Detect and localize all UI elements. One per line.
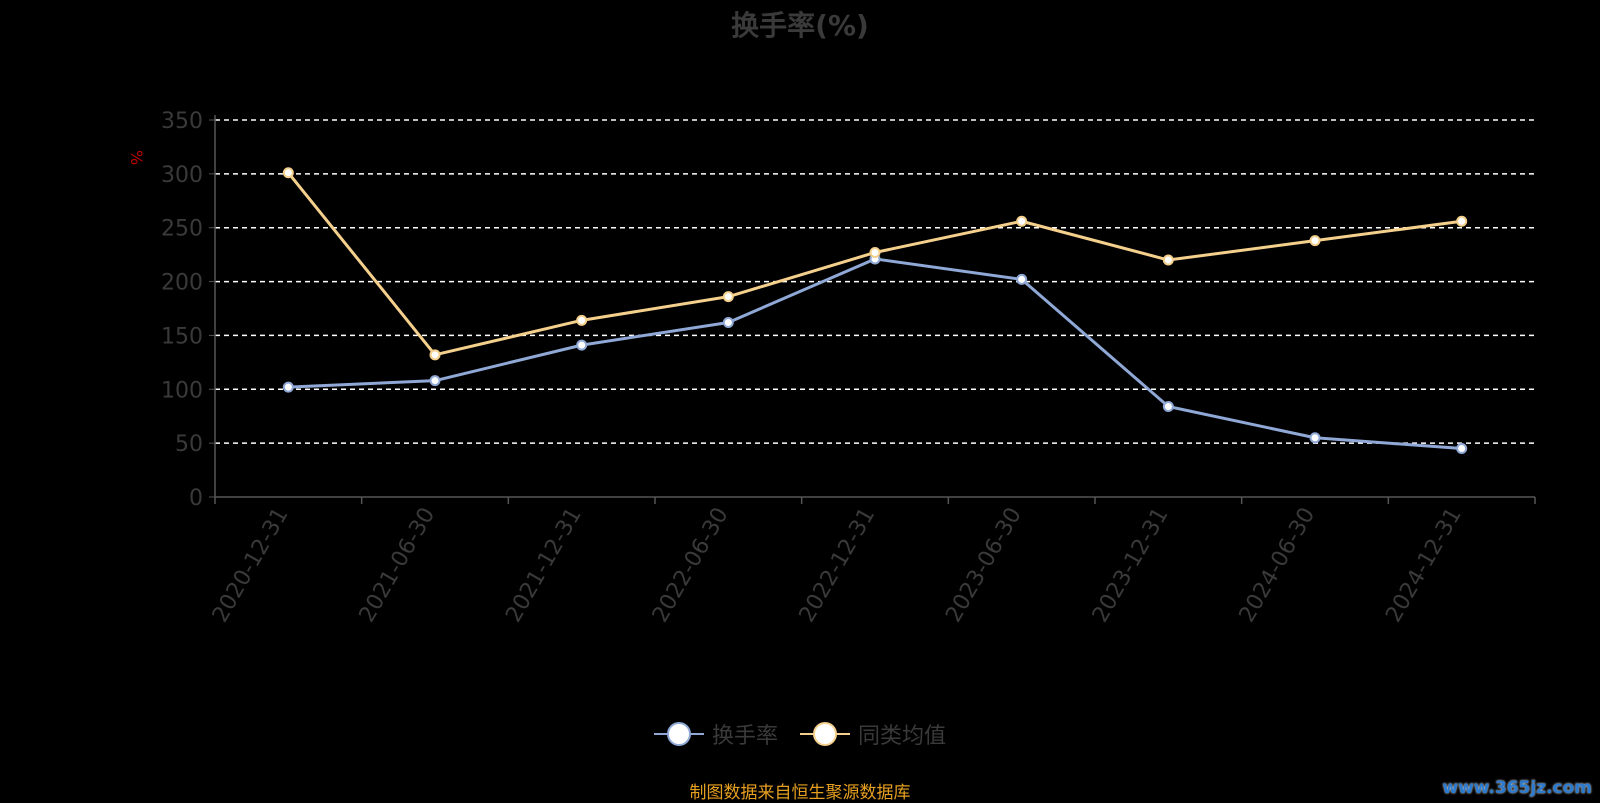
x-axis-ticks: 2020-12-31 2021-06-30 2021-12-31 2022-06-30… xyxy=(208,497,1536,627)
x-tick-label: 2020-12-31 xyxy=(208,504,294,627)
series-1-point xyxy=(1456,215,1468,227)
series-0-point xyxy=(1309,432,1321,444)
series-0-point xyxy=(1016,273,1028,285)
y-tick-label: 50 xyxy=(175,432,203,457)
grid-lines xyxy=(215,119,1535,444)
chart-title: 换手率(%) xyxy=(731,9,869,42)
legend-swatch-turnover xyxy=(653,722,704,746)
watermark: www.365jz.com xyxy=(1442,778,1592,798)
series-1-point xyxy=(1016,215,1028,227)
y-tick-label: 350 xyxy=(161,109,203,134)
y-tick-label: 150 xyxy=(161,324,203,349)
legend-label-turnover: 换手率 xyxy=(711,724,778,749)
y-axis-ticks: 0 50 100 150 200 250 300 350 xyxy=(161,109,215,511)
x-tick-label: 2022-12-31 xyxy=(795,504,881,627)
legend: 换手率 同类均值 xyxy=(0,718,1600,750)
series-0-point xyxy=(429,375,441,387)
series-1-point xyxy=(1309,235,1321,247)
series-0-point xyxy=(576,339,588,351)
series-0-point xyxy=(282,381,294,393)
y-tick-label: 250 xyxy=(161,217,203,242)
y-tick-label: 0 xyxy=(189,486,203,511)
legend-item-peer-average[interactable]: 同类均值 xyxy=(800,718,946,750)
series-1-point xyxy=(576,314,588,326)
y-tick-label: 200 xyxy=(161,271,203,296)
x-tick-label: 2023-06-30 xyxy=(941,504,1027,627)
series-1-point xyxy=(869,246,881,258)
y-tick-label: 100 xyxy=(161,378,203,403)
series-0-point xyxy=(1456,443,1468,455)
legend-item-turnover[interactable]: 换手率 xyxy=(653,718,778,750)
x-tick-label: 2021-12-31 xyxy=(501,504,587,627)
series-1-point xyxy=(282,167,294,179)
series-0-point xyxy=(722,317,734,329)
series-line-0 xyxy=(288,257,1462,451)
axes xyxy=(214,115,1535,498)
series-1-point xyxy=(1162,254,1174,266)
series-1-point xyxy=(429,349,441,361)
legend-label-peer-average: 同类均值 xyxy=(858,724,947,749)
series-1-point xyxy=(722,291,734,303)
y-tick-label: 300 xyxy=(161,163,203,188)
series-0-point xyxy=(1162,401,1174,413)
x-tick-label: 2021-06-30 xyxy=(355,504,441,627)
series-group xyxy=(282,167,1468,455)
data-source-note: 制图数据来自恒生聚源数据库 xyxy=(689,783,911,803)
x-tick-label: 2022-06-30 xyxy=(648,504,734,627)
x-tick-label: 2024-06-30 xyxy=(1235,504,1321,627)
legend-swatch-peer-average xyxy=(800,722,850,746)
y-axis-unit-label: % xyxy=(127,150,146,166)
x-tick-label: 2023-12-31 xyxy=(1088,504,1174,627)
x-tick-label: 2024-12-31 xyxy=(1381,504,1467,627)
